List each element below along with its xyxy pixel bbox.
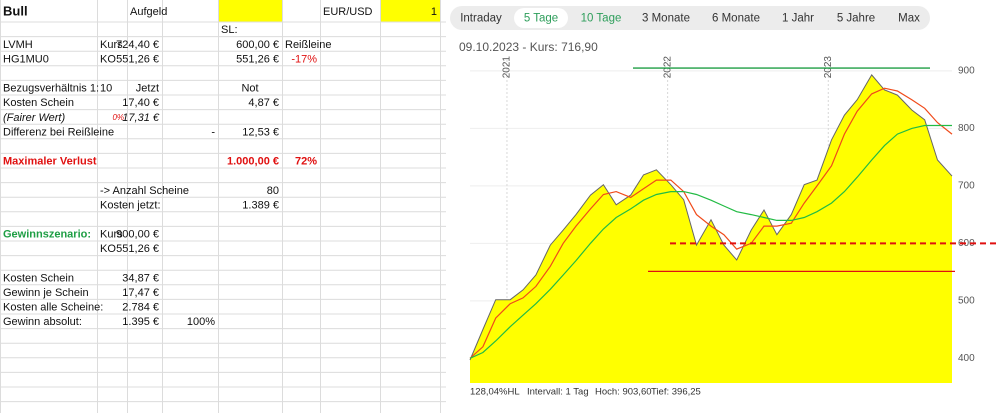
cell-text: 34,87 € [122,272,159,284]
x-tick-label: 2021 [502,56,513,79]
cell-text: 2.784 € [122,302,159,314]
tab[interactable]: 1 Jahr [782,13,814,25]
cell-text: 1 [431,6,437,18]
tab[interactable]: 5 Tage [524,13,558,25]
cell-text: EUR/USD [323,6,373,18]
cell-text: 72% [295,156,317,168]
moving-average [469,87,953,359]
price-line [469,74,953,361]
cell-text: HG1MU0 [3,53,49,65]
moving-average [469,124,952,359]
cell-text: Reißleine [285,39,331,51]
cell-text: 80 [267,185,279,197]
highlight-cell [218,0,282,22]
y-tick-label: 400 [958,353,975,364]
tab-bar [450,6,930,30]
cell-text: KO [100,243,116,255]
cell-text: Bull [3,3,28,18]
cell-text: SL: [221,24,238,36]
cell-text: Gewinn je Schein [3,287,89,299]
tab[interactable]: 3 Monate [642,13,690,25]
chart-footer: 128,04%HL [470,387,520,398]
cell-text: Differenz bei Reißleine [3,126,114,138]
cell-text: 17,31 € [122,112,160,124]
cell-text: 1.389 € [242,199,279,211]
chart-subtitle: 09.10.2023 - Kurs: 716,90 [459,40,598,54]
cell-text: KO [100,53,116,65]
cell-text: 551,26 € [116,53,159,65]
tab[interactable]: 10 Tage [581,13,622,25]
y-tick-label: 500 [958,295,975,306]
x-tick-label: 2023 [823,56,834,79]
cell-text: (Fairer Wert) [3,112,65,124]
tab-selected-bg [514,8,568,28]
cell-text: 724,40 € [116,39,159,51]
cell-text: 12,53 € [242,126,279,138]
chart-footer: Hoch: 903,60 [595,387,652,398]
cell-text: - [211,126,215,138]
highlight-cell [380,0,440,22]
y-tick-label: 700 [958,181,975,192]
cell-text: Kosten Schein [3,97,74,109]
y-tick-label: 800 [958,123,975,134]
cell-text: 100% [187,316,215,328]
cell-text: Gewinnszenario: [3,229,91,241]
cell-text: 10 [100,83,112,95]
cell-text: Kurs [100,229,123,241]
cell-text: Kosten alle Scheine: [3,302,103,314]
cell-text: Maximaler Verlust [3,156,97,168]
cell-text: 17,40 € [122,97,159,109]
cell-text: Kosten jetzt: [100,199,161,211]
y-tick-label: 600 [958,238,975,249]
x-tick-label: 2022 [662,56,673,79]
cell-text: Jetzt [136,83,159,95]
chart-footer: Tief: 396,25 [651,387,701,398]
cell-text: 900,00 € [116,229,159,241]
tab[interactable]: Intraday [460,13,502,25]
cell-text: -17% [291,53,317,65]
cell-text: 0% [112,113,124,122]
cell-text: 1.395 € [122,316,159,328]
cell-text: LVMH [3,39,33,51]
cell-text: 600,00 € [236,39,279,51]
cell-text: 17,47 € [122,287,159,299]
cell-text: 4,87 € [248,97,279,109]
cell-text: Aufgeld [130,6,167,18]
cell-text: Bezugsverhältnis 1: [3,83,99,95]
cell-text: Kosten Schein [3,272,74,284]
cell-text: 551,26 € [236,53,279,65]
cell-text: Gewinn absolut: [3,316,82,328]
chart-footer: Intervall: 1 Tag [527,387,589,398]
cell-text: 551,26 € [116,243,159,255]
tab[interactable]: 5 Jahre [837,13,875,25]
cell-text: -> Anzahl Scheine [100,185,189,197]
cell-text: 1.000,00 € [227,156,279,168]
tab[interactable]: Max [898,13,920,25]
y-tick-label: 900 [958,66,975,77]
cell-text: Not [241,83,258,95]
tab[interactable]: 6 Monate [712,13,760,25]
price-area [470,74,952,384]
cell-text: Kurs [100,39,123,51]
